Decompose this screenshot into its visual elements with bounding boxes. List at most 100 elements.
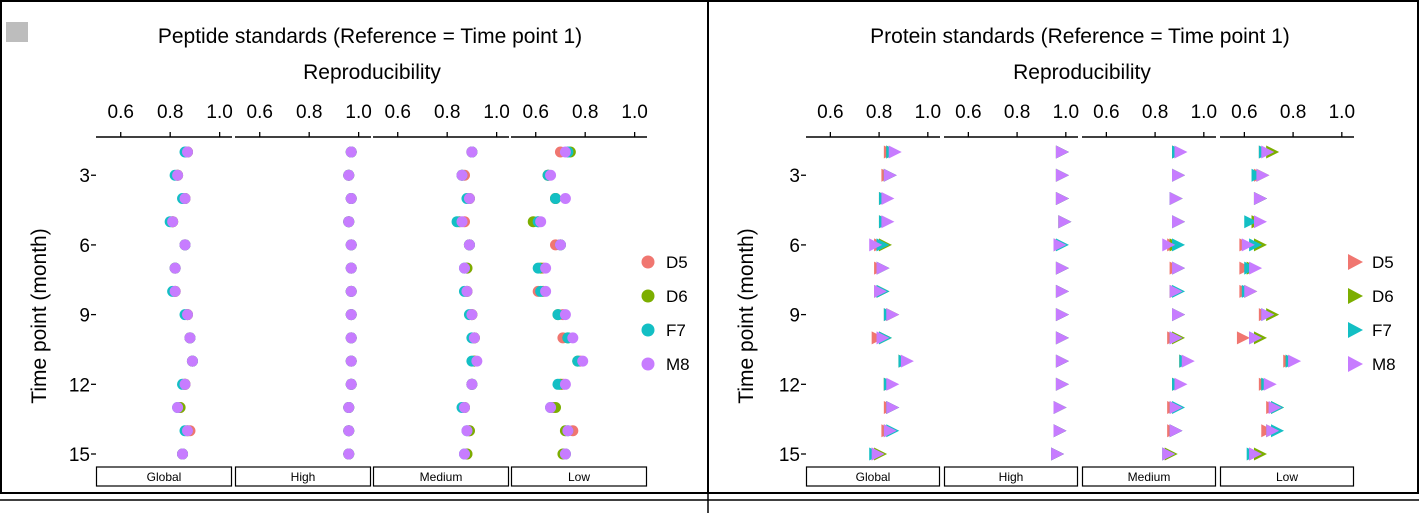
point-m8 bbox=[1055, 377, 1069, 391]
right-figure-border bbox=[707, 0, 1419, 494]
point-m8 bbox=[545, 402, 557, 414]
x-tick-label: 0.8 bbox=[296, 102, 322, 123]
point-m8 bbox=[1244, 284, 1258, 298]
point-m8 bbox=[181, 309, 193, 321]
x-tick-label: 0.8 bbox=[157, 102, 183, 123]
data-points bbox=[164, 146, 589, 460]
point-m8 bbox=[1053, 238, 1067, 252]
point-m8 bbox=[186, 355, 198, 367]
legend-marker-d6 bbox=[1348, 288, 1363, 304]
point-m8 bbox=[886, 401, 900, 415]
point-m8 bbox=[345, 285, 357, 297]
point-m8 bbox=[1169, 191, 1183, 205]
point-m8 bbox=[1055, 261, 1069, 275]
facet-strip-label: Medium bbox=[1128, 470, 1171, 484]
point-m8 bbox=[458, 402, 470, 414]
y-tick-label: 12 bbox=[69, 375, 90, 396]
x-tick-label: 0.6 bbox=[247, 102, 273, 123]
point-m8 bbox=[169, 285, 181, 297]
y-tick-label: 6 bbox=[79, 236, 90, 257]
y-axis-label: Time point (month) bbox=[735, 228, 758, 403]
legend-marker-d5 bbox=[1348, 254, 1363, 270]
point-m8 bbox=[184, 332, 196, 344]
point-m8 bbox=[871, 447, 885, 461]
x-tick-label: 0.6 bbox=[523, 102, 549, 123]
point-m8 bbox=[343, 448, 355, 460]
facet-strip-medium bbox=[372, 466, 510, 487]
x-ticks: 0.6 0.8 1.0 0.6 0.8 1.0 0.6 0.8 1.0 0.6 0.8 1.0 bbox=[806, 102, 1355, 138]
point-f7 bbox=[1172, 238, 1186, 252]
point-m8 bbox=[1169, 331, 1183, 345]
point-m8 bbox=[463, 239, 475, 251]
facet-strip-low bbox=[510, 466, 648, 487]
point-m8 bbox=[343, 402, 355, 414]
x-tick-label: 1.0 bbox=[1329, 102, 1355, 123]
point-m8 bbox=[1268, 401, 1282, 415]
point-m8 bbox=[545, 169, 557, 181]
point-m8 bbox=[1253, 215, 1267, 229]
point-m8 bbox=[1162, 238, 1176, 252]
point-f7 bbox=[550, 192, 562, 204]
legend-label-d5: D5 bbox=[1372, 253, 1394, 272]
point-m8 bbox=[874, 284, 888, 298]
point-m8 bbox=[1261, 308, 1275, 322]
point-m8 bbox=[869, 238, 883, 252]
legend-marker-d6 bbox=[641, 289, 655, 303]
point-m8 bbox=[886, 377, 900, 391]
x-tick-label: 0.8 bbox=[1280, 102, 1306, 123]
point-m8 bbox=[343, 216, 355, 228]
point-m8 bbox=[562, 425, 574, 437]
point-m8 bbox=[1249, 261, 1263, 275]
facet-strip-label: Low bbox=[568, 470, 590, 484]
point-m8 bbox=[1174, 377, 1188, 391]
point-m8 bbox=[179, 239, 191, 251]
facet-strips: Global High Medium Low bbox=[805, 466, 1355, 487]
point-m8 bbox=[181, 425, 193, 437]
point-m8 bbox=[1174, 145, 1188, 159]
facet-strip-global bbox=[95, 466, 233, 487]
y-tick-label: 9 bbox=[79, 306, 90, 327]
facet-strips: Global High Medium Low bbox=[95, 466, 648, 487]
x-tick-label: 1.0 bbox=[1053, 102, 1079, 123]
point-m8 bbox=[1051, 447, 1065, 461]
point-m8 bbox=[559, 192, 571, 204]
point-m8 bbox=[461, 285, 473, 297]
legend-label-f7: F7 bbox=[666, 321, 686, 340]
y-axis-label: Time point (month) bbox=[28, 228, 51, 403]
point-m8 bbox=[1169, 401, 1183, 415]
facet-strip-label: Global bbox=[856, 470, 891, 484]
corner-badge bbox=[6, 22, 28, 42]
point-m8 bbox=[1263, 377, 1277, 391]
point-m8 bbox=[1055, 191, 1069, 205]
y-tick-label: 3 bbox=[789, 166, 800, 187]
point-m8 bbox=[345, 309, 357, 321]
x-tick-label: 0.6 bbox=[955, 102, 981, 123]
legend-label-m8: M8 bbox=[1372, 355, 1396, 374]
point-m8 bbox=[172, 402, 184, 414]
point-f7 bbox=[1244, 215, 1258, 229]
point-m8 bbox=[554, 239, 566, 251]
point-m8 bbox=[177, 448, 189, 460]
point-m8 bbox=[345, 355, 357, 367]
point-m8 bbox=[169, 262, 181, 274]
point-m8 bbox=[876, 331, 890, 345]
legend: D5 D6 F7 M8 bbox=[1348, 253, 1396, 374]
point-m8 bbox=[461, 425, 473, 437]
point-f7 bbox=[876, 238, 890, 252]
x-tick-label: 1.0 bbox=[915, 102, 941, 123]
x-tick-label: 0.6 bbox=[1231, 102, 1257, 123]
point-m8 bbox=[345, 262, 357, 274]
point-m8 bbox=[886, 308, 900, 322]
point-m8 bbox=[458, 262, 470, 274]
point-m8 bbox=[1249, 447, 1263, 461]
point-m8 bbox=[1053, 424, 1067, 438]
x-tick-label: 0.6 bbox=[108, 102, 134, 123]
chart-title: Peptide standards (Reference = Time poin… bbox=[158, 25, 582, 48]
legend-marker-f7 bbox=[1348, 322, 1363, 338]
point-m8 bbox=[1172, 215, 1186, 229]
point-m8 bbox=[466, 309, 478, 321]
x-tick-label: 0.8 bbox=[866, 102, 892, 123]
facet-strip-high bbox=[234, 466, 372, 487]
point-m8 bbox=[559, 378, 571, 390]
point-m8 bbox=[540, 285, 552, 297]
